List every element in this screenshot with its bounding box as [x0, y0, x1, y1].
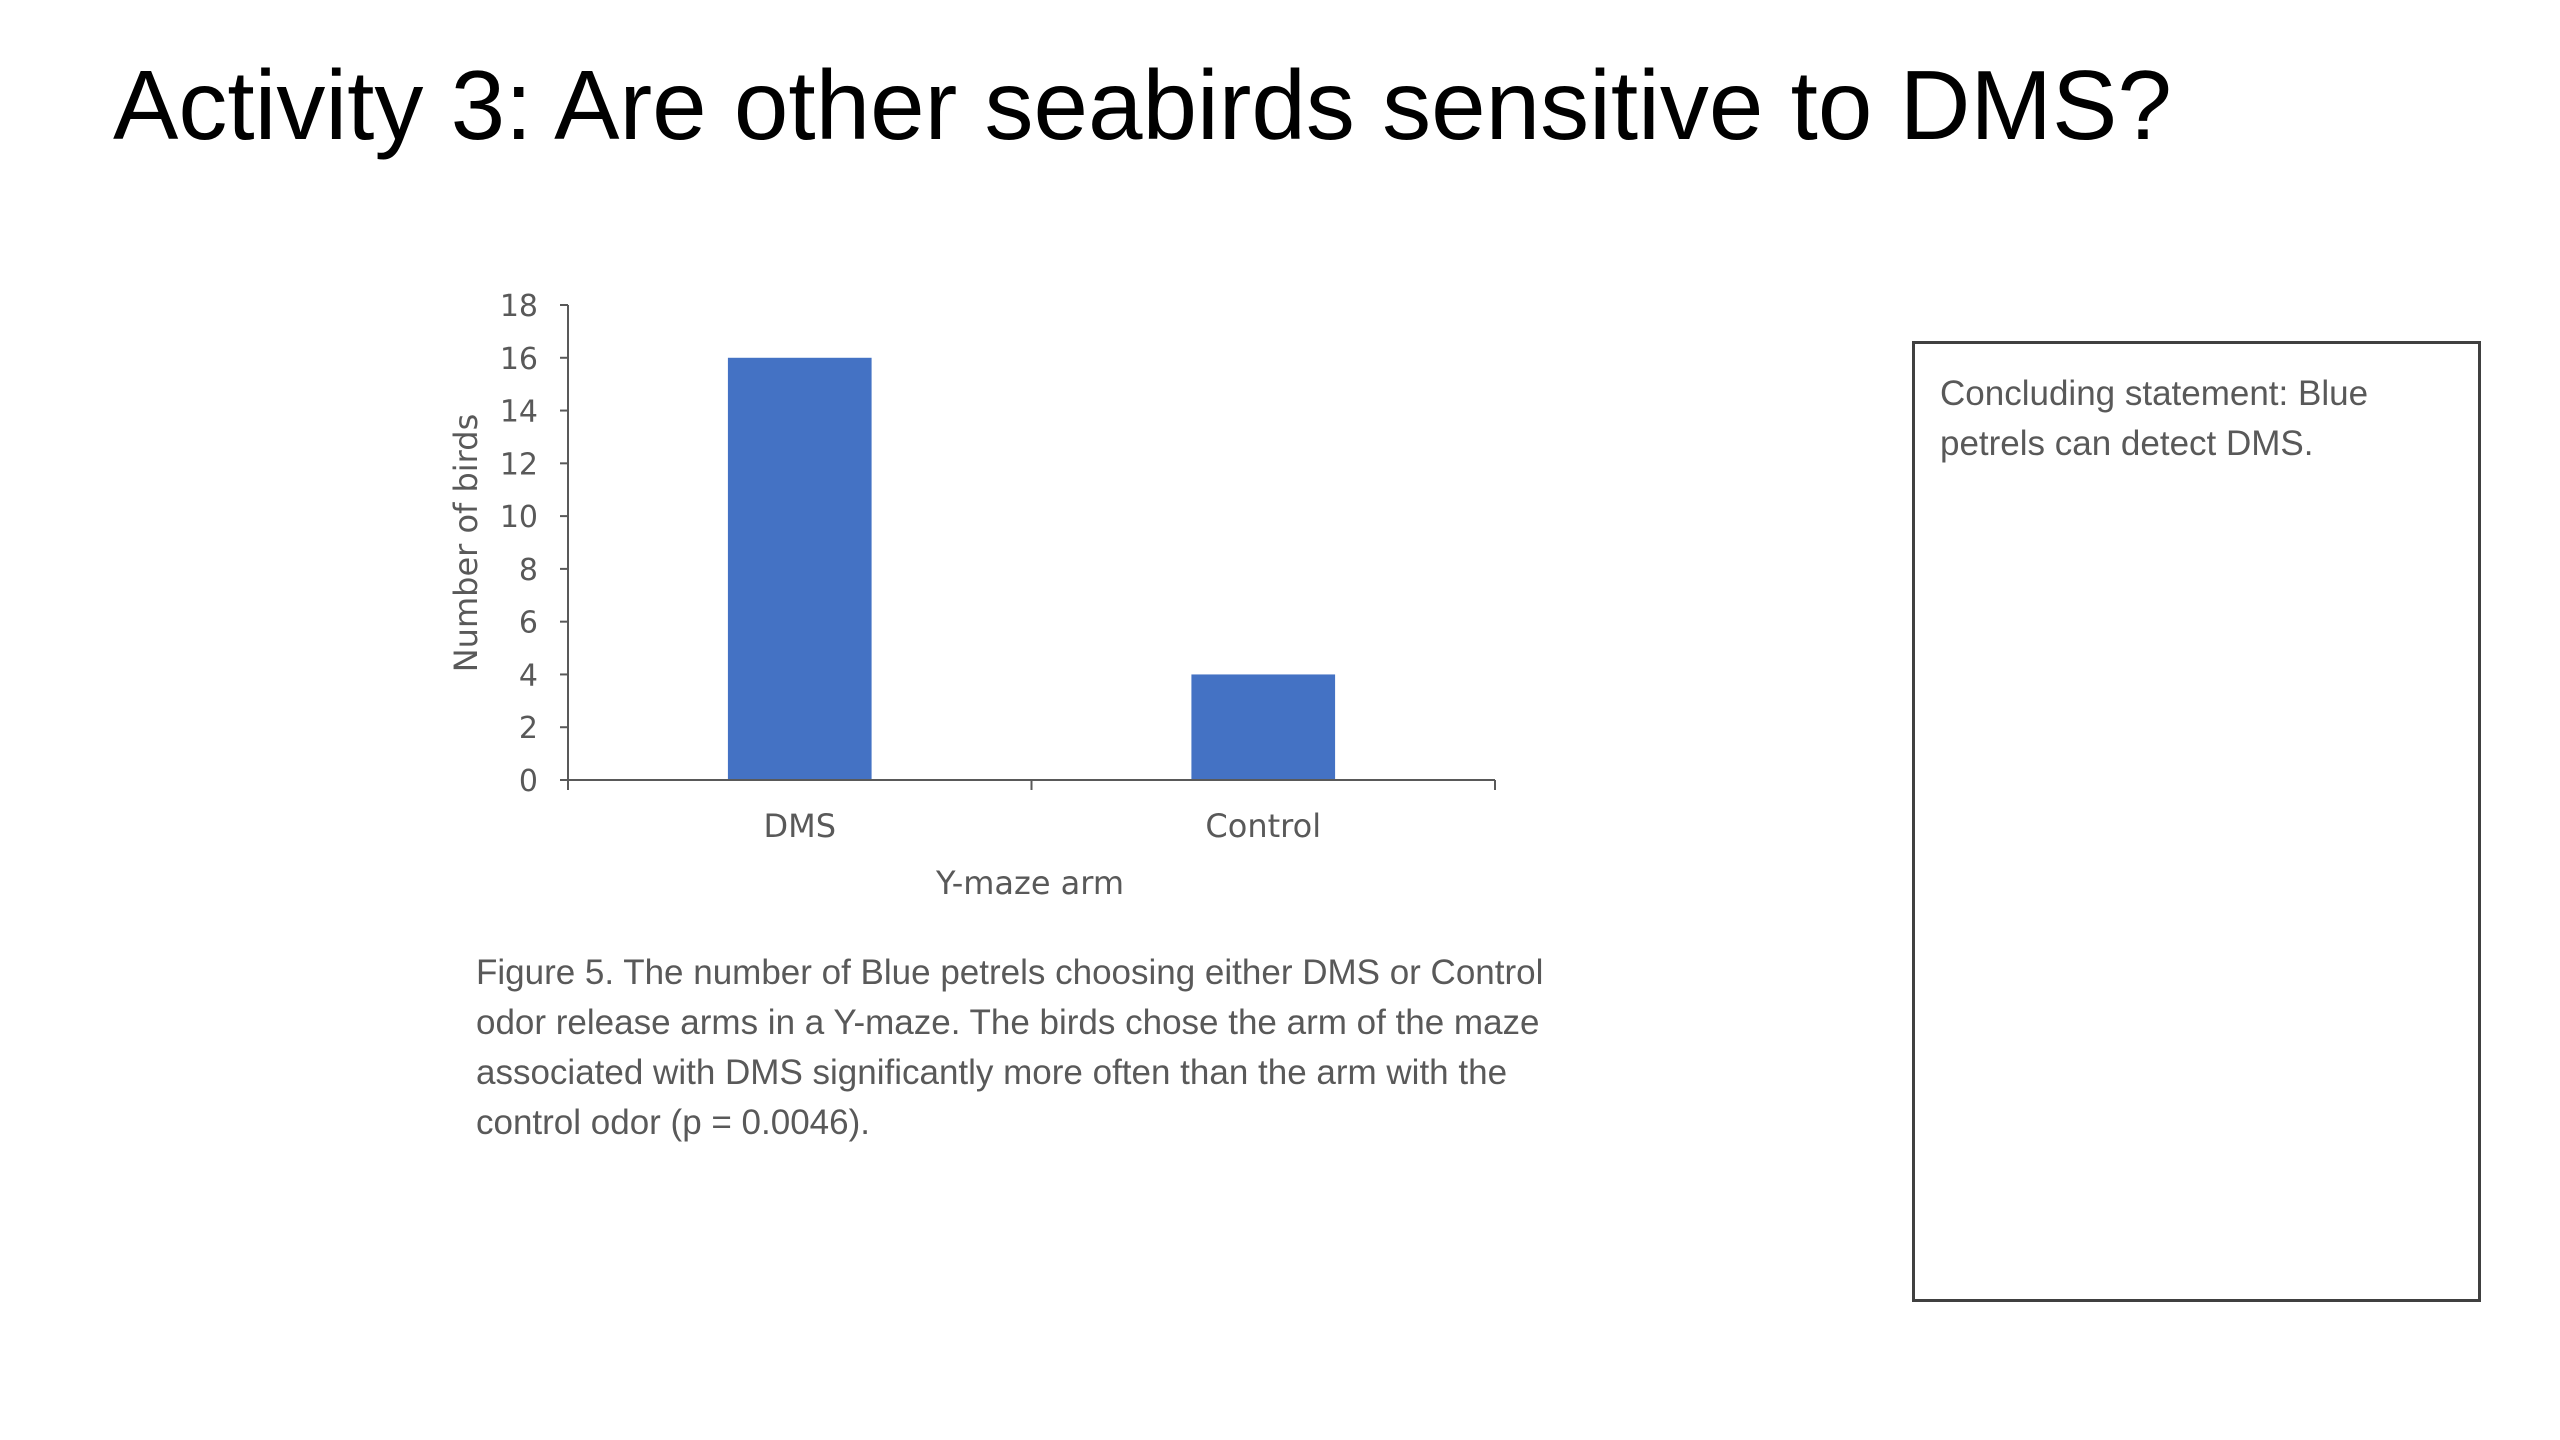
bar-chart: 0 2 4 6 8 10 12 14 16 18 DMS Control Y-maze arm Nu… [447, 289, 1496, 902]
x-tick-label: DMS [763, 807, 836, 845]
y-tick-label: 6 [519, 606, 538, 641]
slide-title: Activity 3: Are other seabirds sensitive… [113, 50, 2172, 160]
y-tick-label: 0 [519, 764, 538, 799]
bars [727, 357, 1336, 780]
caption-line: associated with DMS significantly more o… [476, 1053, 1508, 1092]
y-tick-label: 18 [500, 289, 538, 324]
caption-line: Figure 5. The number of Blue petrels cho… [476, 953, 1544, 992]
x-tick-label: Control [1205, 807, 1321, 845]
bar-control [1191, 674, 1336, 780]
x-axis-ticks: DMS Control [567, 780, 1496, 845]
figure-caption: Figure 5. The number of Blue petrels cho… [476, 948, 1606, 1148]
caption-line: control odor (p = 0.0046). [476, 1103, 870, 1142]
y-tick-label: 14 [500, 395, 538, 430]
y-tick-label: 16 [500, 342, 538, 377]
y-tick-label: 4 [519, 658, 538, 693]
y-tick-label: 8 [519, 553, 538, 588]
conclusion-box: Concluding statement: Blue petrels can d… [1912, 341, 2481, 1302]
bar-dms [727, 357, 872, 780]
x-axis-title: Y-maze arm [935, 864, 1124, 902]
y-tick-label: 2 [519, 711, 538, 746]
conclusion-text: Concluding statement: Blue petrels can d… [1940, 374, 2369, 463]
y-axis-ticks: 0 2 4 6 8 10 12 14 16 18 [500, 289, 568, 799]
caption-line: odor release arms in a Y-maze. The birds… [476, 1003, 1540, 1042]
y-tick-label: 10 [500, 500, 538, 535]
y-axis-title: Number of birds [447, 414, 485, 673]
y-tick-label: 12 [500, 447, 538, 482]
